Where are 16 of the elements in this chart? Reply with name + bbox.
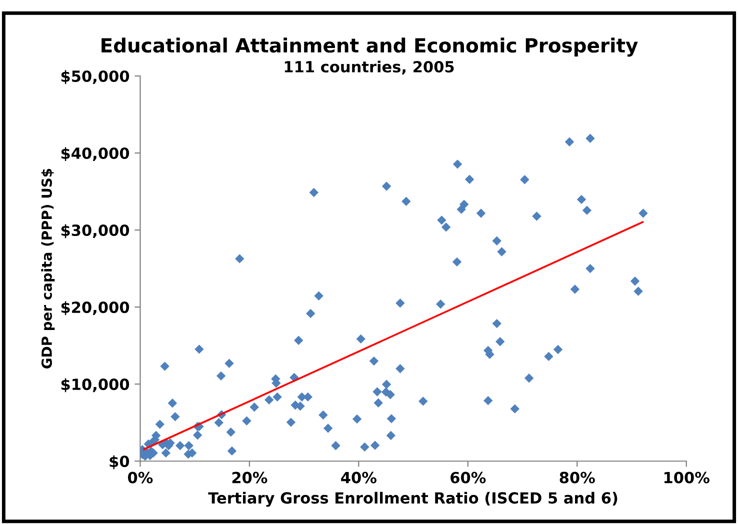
x-tick-label: 100% — [664, 472, 710, 484]
y-tick-label: $50,000 — [61, 70, 130, 84]
y-tick-label: $40,000 — [61, 147, 130, 162]
y-tick-label: $10,000 — [61, 378, 130, 392]
y-axis-title: GDP per capita (PPP) US$ — [41, 168, 55, 368]
y-tick-label: $20,000 — [61, 301, 130, 316]
x-tick-label: 80% — [560, 472, 595, 484]
y-tick-label: $30,000 — [61, 224, 130, 238]
x-tick-label: 20% — [232, 472, 268, 484]
x-tick-label: 40% — [341, 472, 376, 484]
x-tick-label: 60% — [450, 472, 486, 484]
x-axis-title: Tertiary Gross Enrollment Ratio (ISCED 5 and 6) — [208, 492, 618, 507]
chart-title: Educational Attainment and Economic Prosperity — [102, 38, 638, 57]
x-tick-label: 0% — [128, 472, 153, 484]
chart-subtitle: 111 countries, 2005 — [284, 60, 454, 74]
y-tick-label: $0 — [110, 455, 130, 470]
